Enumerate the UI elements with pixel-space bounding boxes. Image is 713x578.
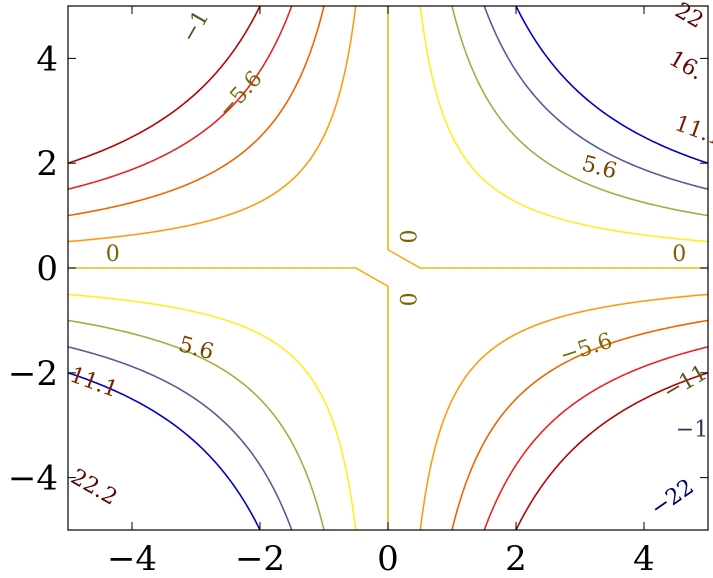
x-tick-label: 2: [505, 539, 527, 578]
contour-label: 0: [394, 292, 419, 306]
contour-line-5-0: [419, 293, 708, 530]
contour-label: −11: [659, 360, 712, 405]
y-tick-label: 4: [36, 39, 58, 79]
y-tick-label: −2: [8, 354, 58, 394]
contour-line-0-b: [387, 6, 708, 269]
contour-label: −1: [177, 6, 215, 47]
contour-label: 22.2: [66, 465, 121, 511]
y-tick-label: −4: [8, 459, 58, 499]
contour-label: 11.1: [671, 111, 713, 151]
contour-line-1-1: [68, 346, 293, 530]
contour-line-2-0: [451, 6, 708, 217]
contour-line-3-1: [68, 293, 357, 530]
contour-line-3-0: [419, 6, 708, 243]
contour-line-5-1: [68, 6, 357, 243]
x-tick-label: −4: [107, 539, 157, 578]
x-tick-label: 4: [633, 539, 655, 578]
contour-label: 5.6: [176, 332, 216, 365]
contour-line-0-a: [68, 267, 389, 530]
y-tick-label: 2: [36, 144, 58, 184]
x-tick-label: −2: [235, 539, 285, 578]
contour-label: −1: [676, 417, 708, 442]
contour-label: 22: [671, 0, 708, 34]
contour-line-7-1: [68, 6, 293, 190]
contour-line-6-0: [451, 319, 708, 530]
contour-label: 0: [672, 242, 686, 267]
contour-label: 0: [106, 242, 120, 267]
axis-ticks: [68, 6, 708, 530]
contour-line-0-0: [515, 6, 708, 164]
y-tick-label: 0: [36, 249, 58, 289]
contour-line-2-1: [68, 319, 325, 530]
contour-label: −5.6: [557, 329, 616, 369]
contour-lines: [68, 6, 708, 530]
contour-line-8-1: [68, 6, 261, 164]
contour-label: 16.: [664, 46, 707, 85]
contour-line-0-1: [68, 372, 261, 530]
axis-tick-labels: −4 −2 0 2 4 −4 −2 0 2 4: [8, 39, 655, 578]
contour-label: 11.1: [66, 363, 121, 403]
contour-label: 0: [394, 230, 419, 244]
contour-label: −22: [646, 475, 698, 522]
contour-line-7-0: [483, 346, 708, 530]
contour-line-1-0: [483, 6, 708, 190]
contour-line-8-0: [515, 372, 708, 530]
contour-label: −5.6: [213, 67, 267, 123]
x-tick-label: 0: [377, 539, 399, 578]
contour-line-6-1: [68, 6, 325, 217]
